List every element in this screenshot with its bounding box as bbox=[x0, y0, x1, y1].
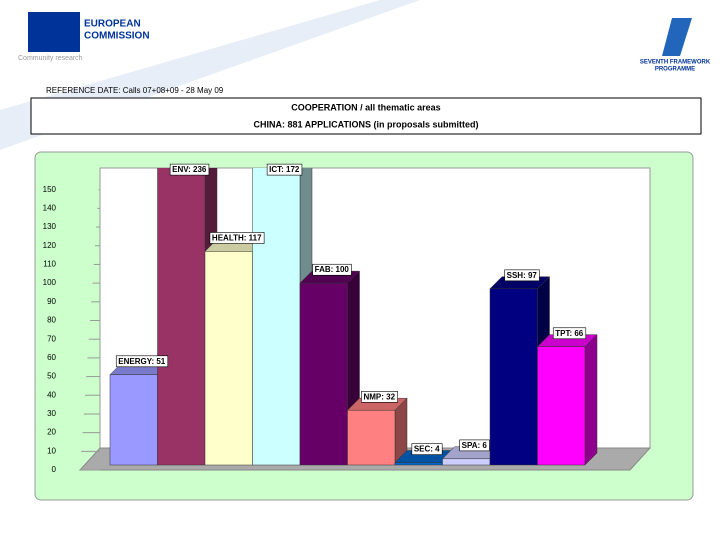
y-tick-label: 110 bbox=[43, 260, 56, 269]
data-label-box bbox=[552, 327, 587, 340]
bar bbox=[299, 282, 348, 466]
y-tick-label: 40 bbox=[47, 390, 56, 399]
bar-side bbox=[584, 334, 598, 466]
y-tick-label: 80 bbox=[47, 316, 56, 325]
data-label: ENV: 236 bbox=[172, 165, 207, 174]
org-line2: COMMISSION bbox=[84, 31, 150, 42]
data-label: TPT: 66 bbox=[555, 329, 584, 338]
org-line1: EUROPEAN bbox=[84, 19, 141, 30]
bar bbox=[347, 409, 396, 466]
data-label: HEALTH: 117 bbox=[212, 233, 262, 242]
bar bbox=[489, 288, 538, 466]
title-box bbox=[30, 97, 702, 135]
bar-top bbox=[253, 137, 313, 149]
y-tick-label: 50 bbox=[47, 372, 56, 381]
reference: REFERENCE DATE: Calls 07+08+09 - 28 May … bbox=[46, 86, 224, 95]
bar bbox=[537, 346, 586, 466]
y-tick-label: 90 bbox=[47, 297, 56, 306]
fp7-logo bbox=[662, 18, 692, 56]
y-tick-label: 0 bbox=[52, 465, 57, 474]
y-tick-label: 10 bbox=[47, 446, 56, 455]
data-label: ICT: 172 bbox=[269, 165, 300, 174]
data-label: SEC: 4 bbox=[414, 445, 440, 454]
prog-line2: PROGRAMME bbox=[655, 67, 695, 73]
data-label-box bbox=[504, 269, 540, 282]
y-tick-label: 30 bbox=[47, 409, 56, 418]
bar bbox=[109, 374, 158, 466]
bar bbox=[157, 168, 206, 466]
eu-flag bbox=[28, 12, 80, 52]
bar bbox=[252, 168, 301, 466]
data-label-box bbox=[459, 439, 490, 452]
bar bbox=[204, 251, 253, 466]
data-label: FAB: 100 bbox=[315, 265, 350, 274]
y-tick-label: 20 bbox=[47, 428, 56, 437]
data-label: SPA: 6 bbox=[462, 441, 488, 450]
y-tick-label: 60 bbox=[47, 353, 56, 362]
data-label-box bbox=[266, 163, 303, 176]
bar bbox=[394, 462, 443, 466]
bar-top bbox=[158, 17, 218, 29]
y-tick-label: 130 bbox=[43, 222, 57, 231]
y-tick-label: 150 bbox=[43, 185, 57, 194]
y-tick-label: 100 bbox=[43, 278, 57, 287]
data-label-box bbox=[361, 391, 398, 403]
y-tick-label: 70 bbox=[47, 334, 56, 343]
data-label: NMP: 32 bbox=[363, 392, 395, 401]
org-sub: Community research bbox=[18, 55, 83, 62]
data-label-box bbox=[209, 232, 265, 244]
y-tick-label: 120 bbox=[43, 241, 57, 250]
data-label: SSH: 97 bbox=[507, 271, 538, 280]
bar bbox=[442, 458, 491, 466]
data-label-box bbox=[312, 263, 352, 276]
y-tick-label: 140 bbox=[43, 203, 57, 212]
data-label-box bbox=[411, 443, 443, 455]
box-line2: CHINA: 881 APPLICATIONS (in proposals su… bbox=[253, 119, 478, 129]
data-label-box bbox=[115, 355, 169, 368]
prog-line1: SEVENTH FRAMEWORK bbox=[640, 60, 711, 66]
data-label-box bbox=[169, 163, 210, 176]
box-line1: COOPERATION / all thematic areas bbox=[291, 102, 440, 112]
data-label: ENERGY: 51 bbox=[118, 357, 166, 366]
